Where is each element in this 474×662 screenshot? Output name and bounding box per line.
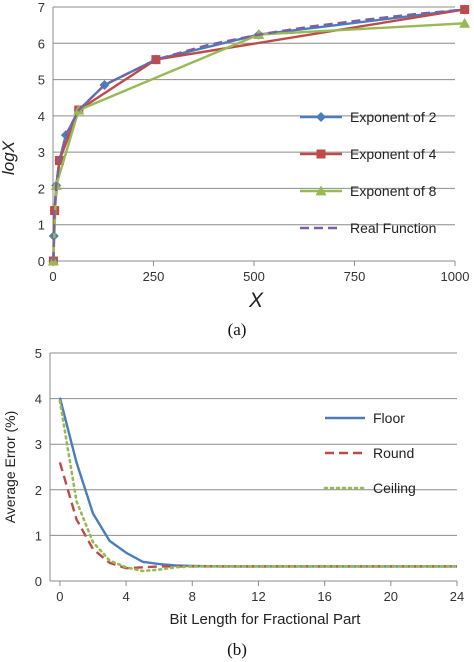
a-y-tick-label: 4 xyxy=(38,109,45,124)
legend-label-a-0: Exponent of 2 xyxy=(350,109,437,125)
chart-a-series xyxy=(47,4,471,266)
chart-b-series xyxy=(58,397,459,573)
b-x-tick-label: 4 xyxy=(122,589,129,604)
a-x-tick-label: 500 xyxy=(243,269,265,284)
legend-label-b-2: Ceiling xyxy=(373,480,416,496)
a-x-tick-label: 750 xyxy=(344,269,366,284)
chart-a-x-axis-label: X xyxy=(248,289,264,312)
a-x-tick-label: 1000 xyxy=(441,269,470,284)
a-y-tick-label: 1 xyxy=(38,218,45,233)
legend-marker-a-0 xyxy=(316,112,326,122)
chart-b-y-ticks: 0 1 2 3 4 5 xyxy=(35,346,42,589)
data-point-a-2-4 xyxy=(459,17,471,28)
b-x-tick-label: 24 xyxy=(450,589,464,604)
b-x-tick-label: 0 xyxy=(56,589,63,604)
series-b-1 xyxy=(58,462,457,570)
chart-b-legend: Floor Round Ceiling xyxy=(323,410,416,496)
chart-a-caption: (a) xyxy=(228,320,247,339)
b-x-tick-label: 12 xyxy=(251,589,265,604)
chart-a-gridlines xyxy=(53,6,455,262)
chart-a-y-ticks: 0 1 2 3 4 5 6 7 xyxy=(38,0,45,269)
chart-b-y-axis-label: Average Error (%) xyxy=(2,411,18,524)
a-x-tick-label: 250 xyxy=(143,269,165,284)
series-line-b-2 xyxy=(58,399,459,573)
series-a-3 xyxy=(52,8,465,262)
b-x-tick-label: 20 xyxy=(384,589,398,604)
a-x-tick-label: 0 xyxy=(49,269,56,284)
b-y-tick-label: 4 xyxy=(35,392,42,407)
b-y-tick-label: 0 xyxy=(35,574,42,589)
legend-label-b-1: Round xyxy=(373,445,414,461)
data-point-a-1-5 xyxy=(460,5,470,15)
a-y-tick-label: 2 xyxy=(38,181,45,196)
legend-marker-a-2 xyxy=(315,185,327,196)
series-line-b-1 xyxy=(58,462,457,570)
a-y-tick-label: 3 xyxy=(38,145,45,160)
series-b-0 xyxy=(58,397,457,568)
legend-label-a-2: Exponent of 8 xyxy=(350,183,437,199)
legend-label-a-1: Exponent of 4 xyxy=(350,146,437,162)
b-x-tick-label: 8 xyxy=(189,589,196,604)
b-y-tick-label: 3 xyxy=(35,437,42,452)
chart-b-axes xyxy=(49,353,458,586)
b-y-tick-label: 5 xyxy=(35,346,42,361)
series-line-b-0 xyxy=(58,397,457,568)
series-line-a-3 xyxy=(52,8,465,262)
chart-b-gridlines xyxy=(50,352,457,582)
chart-a-y-axis-label: logX xyxy=(0,140,18,175)
a-y-tick-label: 6 xyxy=(38,36,45,51)
a-y-tick-label: 0 xyxy=(38,254,45,269)
b-y-tick-label: 2 xyxy=(35,483,42,498)
chart-b-x-ticks: 0 4 8 12 16 20 24 xyxy=(56,589,464,604)
chart-a-x-ticks: 0 250 500 750 1000 xyxy=(49,269,469,284)
data-point-a-1-4 xyxy=(151,55,161,65)
legend-label-a-3: Real Function xyxy=(350,220,436,236)
chart-b-x-axis-label: Bit Length for Fractional Part xyxy=(170,611,362,628)
chart-a-legend: Exponent of 2 Exponent of 4 Exponent of 8 R… xyxy=(300,109,437,236)
a-y-tick-label: 5 xyxy=(38,73,45,88)
a-y-tick-label: 7 xyxy=(38,0,45,15)
chart-a-axes xyxy=(52,7,456,266)
series-b-2 xyxy=(58,399,459,573)
legend-marker-a-1 xyxy=(316,149,326,159)
chart-b-caption: (b) xyxy=(227,640,247,659)
b-y-tick-label: 1 xyxy=(35,528,42,543)
legend-label-b-0: Floor xyxy=(373,410,405,426)
b-x-tick-label: 16 xyxy=(317,589,331,604)
